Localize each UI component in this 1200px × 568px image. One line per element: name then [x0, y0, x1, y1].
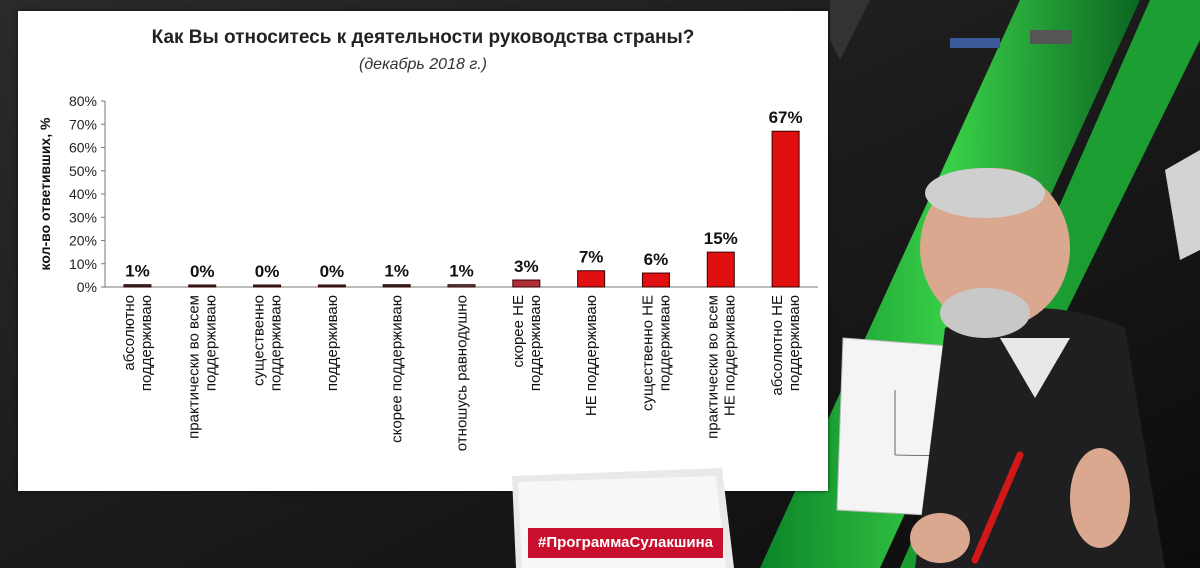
bar	[382, 284, 411, 288]
y-tick-label: 70%	[69, 116, 97, 132]
x-category-label-line: практически во всем	[186, 295, 203, 439]
program-hashtag-label: #ПрограммаСулакшина	[528, 528, 723, 558]
x-category-label-line: абсолютно	[121, 295, 138, 371]
bar	[447, 284, 476, 288]
x-category-label-line: поддерживаю	[786, 295, 803, 391]
y-axis-label: кол-во ответивших, %	[37, 117, 53, 270]
x-category-label-line: существенно НЕ	[639, 295, 656, 411]
x-category-label: существенно НЕподдерживаю	[639, 295, 673, 411]
bar	[188, 284, 217, 288]
bar	[706, 251, 735, 288]
chart-title: Как Вы относитесь к деятельности руковод…	[151, 27, 695, 48]
x-category-label: НЕ поддерживаю	[583, 295, 600, 416]
x-category-label-line: поддерживаю	[656, 295, 673, 391]
x-category-label: абсолютноподдерживаю	[121, 295, 155, 391]
data-label: 7%	[579, 248, 604, 267]
x-category-label-line: поддерживаю	[203, 295, 220, 391]
y-tick-label: 50%	[69, 163, 97, 179]
x-category-label-line: НЕ поддерживаю	[583, 295, 600, 416]
data-label: 0%	[255, 262, 280, 281]
x-category-label-line: практически во всем	[704, 295, 721, 439]
x-category-label-line: скорее НЕ	[510, 295, 527, 368]
x-category-label-line: НЕ поддерживаю	[721, 295, 738, 416]
bar	[577, 270, 606, 288]
bar	[771, 130, 800, 288]
data-label: 3%	[514, 257, 539, 276]
x-category-label-line: скорее поддерживаю	[389, 295, 406, 443]
x-category-label-line: существенно	[251, 295, 268, 386]
bar	[123, 284, 152, 288]
data-label: 6%	[644, 250, 669, 269]
bar-chart: 0% 10% 20% 30% 40% 50% 60% 70% 80% кол-во ответив…	[37, 93, 818, 451]
presentation-slide: Как Вы относитесь к деятельности руковод…	[18, 11, 828, 491]
x-category-label-line: поддерживаю	[527, 295, 544, 391]
chart-subtitle: (декабрь 2018 г.)	[359, 56, 487, 73]
x-category-label: поддерживаю	[324, 295, 341, 391]
x-category-label-line: поддерживаю	[324, 295, 341, 391]
x-category-label: скорее поддерживаю	[389, 295, 406, 443]
y-tick-label: 0%	[77, 279, 97, 295]
x-category-label: абсолютно НЕподдерживаю	[769, 295, 803, 396]
data-label: 1%	[449, 262, 474, 281]
data-label: 0%	[320, 262, 345, 281]
y-tick-label: 20%	[69, 233, 97, 249]
data-label: 67%	[769, 108, 803, 127]
bar	[253, 284, 282, 288]
y-tick-label: 80%	[69, 93, 97, 109]
bar	[641, 272, 670, 288]
bar	[317, 284, 346, 288]
presenter	[910, 168, 1165, 568]
x-category-label: отношусь равнодушно	[454, 295, 471, 451]
y-tick-label: 60%	[69, 140, 97, 156]
x-category-label-line: поддерживаю	[138, 295, 155, 391]
x-category-label-line: поддерживаю	[268, 295, 285, 391]
x-category-label-line: отношусь равнодушно	[454, 295, 471, 451]
x-category-label: скорее НЕподдерживаю	[510, 295, 544, 391]
x-category-label-line: абсолютно НЕ	[769, 295, 786, 396]
x-category-label: практически во всемподдерживаю	[186, 295, 220, 439]
data-label: 0%	[190, 262, 215, 281]
bar	[512, 279, 541, 288]
data-label: 15%	[704, 229, 738, 248]
x-category-label: существенноподдерживаю	[251, 295, 285, 391]
x-category-label: практически во всемНЕ поддерживаю	[704, 295, 738, 439]
y-tick-label: 40%	[69, 186, 97, 202]
data-label: 1%	[125, 262, 150, 281]
y-tick-label: 30%	[69, 209, 97, 225]
data-label: 1%	[384, 262, 409, 281]
y-tick-label: 10%	[69, 256, 97, 272]
